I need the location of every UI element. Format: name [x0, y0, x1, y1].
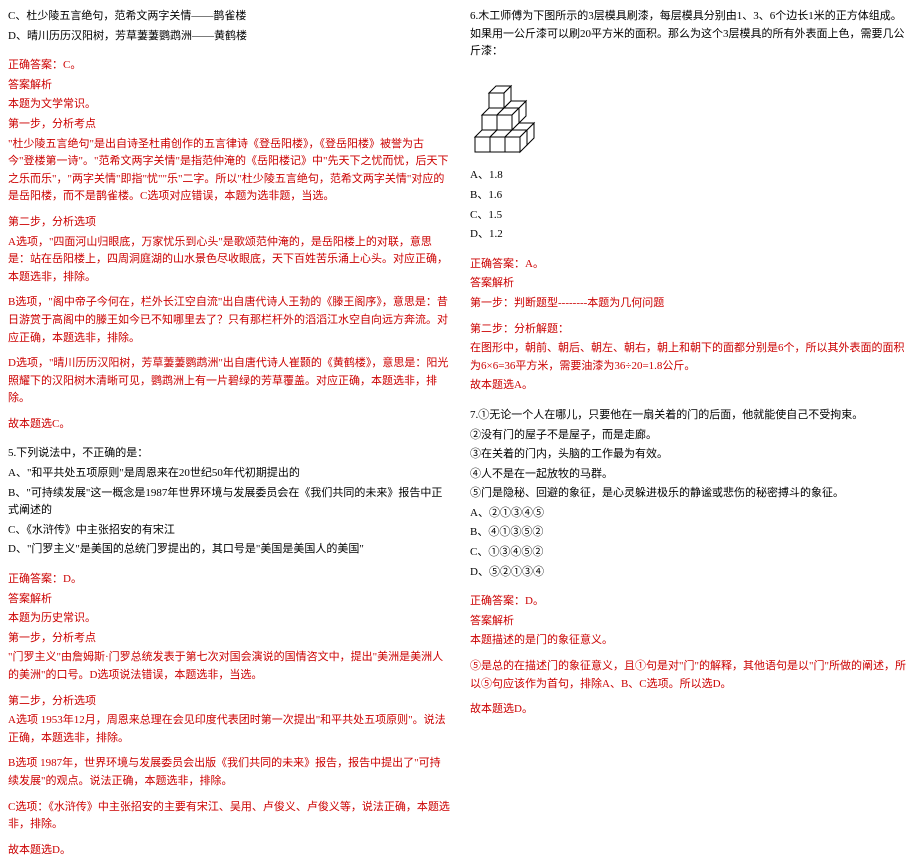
q7-exp-4: 故本题选D。: [470, 701, 912, 719]
q7-opt-d: D、⑤②①③④: [470, 564, 912, 582]
q7-exp-2: ⑤是总的在描述门的象征意义，且①句是对"门"的解释，其他语句是以"门"所做的阐述…: [470, 658, 912, 693]
q4-exp-5: A选项，"四面河山归眼底，万家忧乐到心头"是歌颂范仲淹的，是岳阳楼上的对联，意思…: [8, 234, 450, 287]
q5-exp-4: 第二步，分析选项: [8, 693, 450, 711]
q6-stem: 6.木工师傅为下图所示的3层模具刷漆，每层模具分别由1、3、6个边长1米的正方体…: [470, 8, 912, 61]
q5-explain-title: 答案解析: [8, 591, 450, 609]
cube-diagram: [470, 67, 912, 164]
q5-exp-5: A选项 1953年12月，周恩来总理在会见印度代表团时第一次提出"和平共处五项原…: [8, 712, 450, 747]
q7-line-4: ④人不是在一起放牧的马群。: [470, 466, 912, 484]
q5-opt-d: D、"门罗主义"是美国的总统门罗提出的，其口号是"美国是美国人的美国": [8, 541, 450, 559]
q7-opt-c: C、①③④⑤②: [470, 544, 912, 562]
q5-stem: 5.下列说法中，不正确的是：: [8, 445, 450, 463]
q6-answer: 正确答案：A。: [470, 256, 912, 274]
q6-exp-0: 第一步：判断题型--------本题为几何问题: [470, 295, 912, 313]
q7-opt-a: A、②①③④⑤: [470, 505, 912, 523]
q7-opt-b: B、④①③⑤②: [470, 524, 912, 542]
q7-stem: 7.①无论一个人在哪儿，只要他在一扇关着的门的后面，他就能使自己不受拘束。: [470, 407, 912, 425]
q5-opt-a: A、"和平共处五项原则"是周恩来在20世纪50年代初期提出的: [8, 465, 450, 483]
q4-option-c: C、杜少陵五言绝句，范希文两字关情——鹊雀楼: [8, 8, 450, 26]
q6-opt-b: B、1.6: [470, 187, 912, 205]
q6-opt-a: A、1.8: [470, 167, 912, 185]
q6-explain-title: 答案解析: [470, 275, 912, 293]
q7-exp-0: 本题描述的是门的象征意义。: [470, 632, 912, 650]
q4-exp-7: B选项，"阁中帝子今何在，栏外长江空自流"出自唐代诗人王勃的《滕王阁序》，意思是…: [8, 294, 450, 347]
q4-exp-11: 故本题选C。: [8, 416, 450, 434]
q5-exp-0: 本题为历史常识。: [8, 610, 450, 628]
q7-explain-title: 答案解析: [470, 613, 912, 631]
q6-exp-3: 在图形中，朝前、朝后、朝左、朝右，朝上和朝下的面都分别是6个，所以其外表面的面积…: [470, 340, 912, 375]
q5-exp-9: C选项：《水浒传》中主张招安的主要有宋江、吴用、卢俊义、卢俊义等，说法正确，本题…: [8, 799, 450, 834]
q4-explain-title: 答案解析: [8, 77, 450, 95]
q7-line-5: ⑤门是隐秘、回避的象征，是心灵躲进极乐的静谧或悲伤的秘密搏斗的象征。: [470, 485, 912, 503]
q5-exp-7: B选项 1987年，世界环境与发展委员会出版《我们共同的未来》报告，报告中提出了…: [8, 755, 450, 790]
q5-exp-2: "门罗主义"由詹姆斯·门罗总统发表于第七次对国会演说的国情咨文中，提出"美洲是美…: [8, 649, 450, 684]
q4-exp-4: 第二步，分析选项: [8, 214, 450, 232]
q6-exp-2: 第二步：分析解题：: [470, 321, 912, 339]
q4-exp-9: D选项，"晴川历历汉阳树，芳草萋萋鹦鹉洲"出自唐代诗人崔颢的《黄鹤楼》，意思是：…: [8, 355, 450, 408]
q7-line-2: ②没有门的屋子不是屋子，而是走廊。: [470, 427, 912, 445]
q4-exp-1: 第一步，分析考点: [8, 116, 450, 134]
q5-exp-1: 第一步，分析考点: [8, 630, 450, 648]
q7-line-3: ③在关着的门内，头脑的工作最为有效。: [470, 446, 912, 464]
q5-answer: 正确答案：D。: [8, 571, 450, 589]
left-column: C、杜少陵五言绝句，范希文两字关情——鹊雀楼 D、晴川历历汉阳树，芳草萋萋鹦鹉洲…: [8, 8, 450, 643]
q4-answer: 正确答案：C。: [8, 57, 450, 75]
q6-opt-d: D、1.2: [470, 226, 912, 244]
q4-exp-0: 本题为文学常识。: [8, 96, 450, 114]
q4-option-d: D、晴川历历汉阳树，芳草萋萋鹦鹉洲——黄鹤楼: [8, 28, 450, 46]
q6-exp-4: 故本题选A。: [470, 377, 912, 395]
q5-opt-b: B、"可持续发展"这一概念是1987年世界环境与发展委员会在《我们共同的未来》报…: [8, 485, 450, 520]
q5-exp-11: 故本题选D。: [8, 842, 450, 859]
q5-opt-c: C、《水浒传》中主张招安的有宋江: [8, 522, 450, 540]
q6-opt-c: C、1.5: [470, 207, 912, 225]
q4-exp-2: "杜少陵五言绝句"是出自诗圣杜甫创作的五言律诗《登岳阳楼》，《登岳阳楼》被誉为古…: [8, 136, 450, 206]
q7-answer: 正确答案：D。: [470, 593, 912, 611]
right-column: 6.木工师傅为下图所示的3层模具刷漆，每层模具分别由1、3、6个边长1米的正方体…: [470, 8, 912, 643]
